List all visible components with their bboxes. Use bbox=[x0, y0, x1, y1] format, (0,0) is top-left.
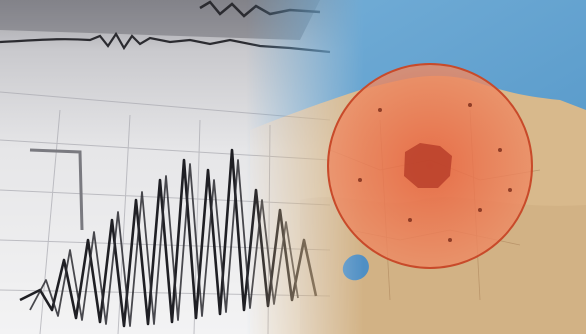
impact-zone bbox=[327, 63, 533, 269]
epicenter-zone bbox=[404, 143, 452, 188]
city-markers bbox=[358, 103, 512, 242]
lake bbox=[342, 254, 369, 281]
